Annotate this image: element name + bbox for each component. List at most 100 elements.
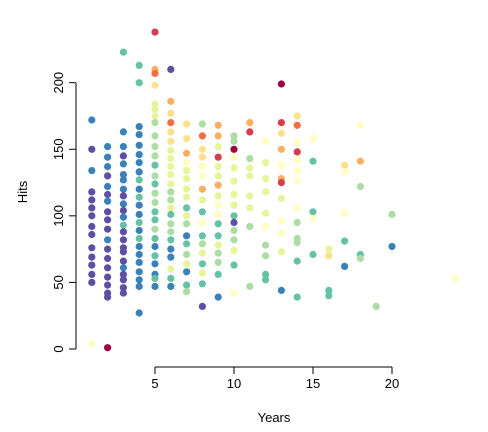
- data-point: [262, 175, 270, 183]
- data-point: [167, 147, 175, 155]
- data-point: [119, 289, 127, 297]
- data-point: [230, 236, 238, 244]
- data-point: [151, 180, 159, 188]
- x-tick-label: 15: [306, 376, 320, 391]
- data-point: [167, 196, 175, 204]
- data-point: [135, 210, 143, 219]
- data-point: [277, 161, 285, 169]
- data-point: [104, 293, 112, 301]
- data-point: [262, 252, 270, 260]
- data-point: [151, 143, 159, 151]
- data-point: [293, 139, 301, 147]
- data-point: [246, 282, 254, 290]
- data-point: [151, 242, 159, 251]
- data-point: [183, 185, 191, 193]
- data-point: [309, 208, 317, 216]
- data-point: [151, 252, 159, 260]
- data-point: [230, 190, 238, 199]
- data-point: [167, 171, 175, 179]
- data-point: [309, 157, 317, 165]
- y-tick-label: 100: [51, 205, 66, 227]
- y-tick-label: 0: [51, 345, 66, 352]
- data-point: [214, 181, 222, 189]
- data-point: [230, 145, 238, 153]
- data-point: [230, 164, 238, 172]
- data-point: [135, 282, 143, 290]
- data-point: [135, 250, 143, 259]
- data-point: [151, 216, 159, 224]
- data-point: [262, 188, 270, 196]
- data-point: [183, 268, 191, 276]
- data-point: [119, 192, 127, 200]
- y-axis-title: Hits: [15, 180, 30, 203]
- data-point: [293, 112, 301, 120]
- data-point: [135, 168, 143, 176]
- data-point: [119, 248, 127, 256]
- data-point: [119, 128, 127, 136]
- data-point: [104, 216, 112, 224]
- data-point: [167, 119, 175, 127]
- data-point: [341, 168, 349, 176]
- data-point: [151, 132, 159, 140]
- data-point: [88, 167, 96, 175]
- data-point: [151, 198, 159, 207]
- data-point: [119, 171, 127, 179]
- data-point: [88, 204, 96, 212]
- data-point: [119, 185, 127, 193]
- data-point: [214, 293, 222, 301]
- data-point: [88, 253, 96, 261]
- data-point: [135, 218, 143, 227]
- data-point: [293, 156, 301, 164]
- data-point: [246, 192, 254, 200]
- y-axis: 0 50 100 150 200: [51, 72, 77, 353]
- data-point: [277, 145, 285, 153]
- data-point: [119, 257, 127, 265]
- data-point: [246, 222, 254, 231]
- y-tick-label: 50: [51, 275, 66, 289]
- data-point: [167, 163, 175, 171]
- data-point: [167, 204, 175, 212]
- data-point: [88, 145, 96, 153]
- data-point: [119, 152, 127, 160]
- data-point: [246, 128, 254, 136]
- data-point: [198, 163, 206, 171]
- data-point: [104, 225, 112, 233]
- data-point: [151, 282, 159, 290]
- data-point: [167, 109, 175, 117]
- x-tick-label: 20: [385, 376, 399, 391]
- data-point: [214, 192, 222, 200]
- data-point: [151, 234, 159, 243]
- data-point: [341, 262, 349, 270]
- data-point: [309, 250, 317, 259]
- data-point: [183, 175, 191, 183]
- data-point: [151, 172, 159, 180]
- data-point: [135, 234, 143, 243]
- data-point: [183, 159, 191, 167]
- data-point: [104, 182, 112, 191]
- data-point: [183, 240, 191, 248]
- data-point: [214, 132, 222, 140]
- data-point: [341, 237, 349, 245]
- data-point: [230, 201, 238, 209]
- data-point: [325, 292, 333, 300]
- data-point: [230, 226, 238, 235]
- data-point: [119, 236, 127, 244]
- data-point: [151, 152, 159, 160]
- data-point: [198, 196, 206, 204]
- data-point: [262, 270, 270, 278]
- data-point: [119, 160, 127, 168]
- data-point: [277, 248, 285, 256]
- data-point: [214, 220, 222, 228]
- data-point: [356, 121, 364, 129]
- data-point: [262, 159, 270, 167]
- data-point: [104, 273, 112, 281]
- data-point: [151, 28, 159, 36]
- data-point: [356, 182, 364, 191]
- data-point: [341, 209, 349, 217]
- data-point: [151, 100, 159, 108]
- data-point: [183, 204, 191, 212]
- data-point: [293, 177, 301, 185]
- data-point: [214, 153, 222, 161]
- data-point: [277, 129, 285, 137]
